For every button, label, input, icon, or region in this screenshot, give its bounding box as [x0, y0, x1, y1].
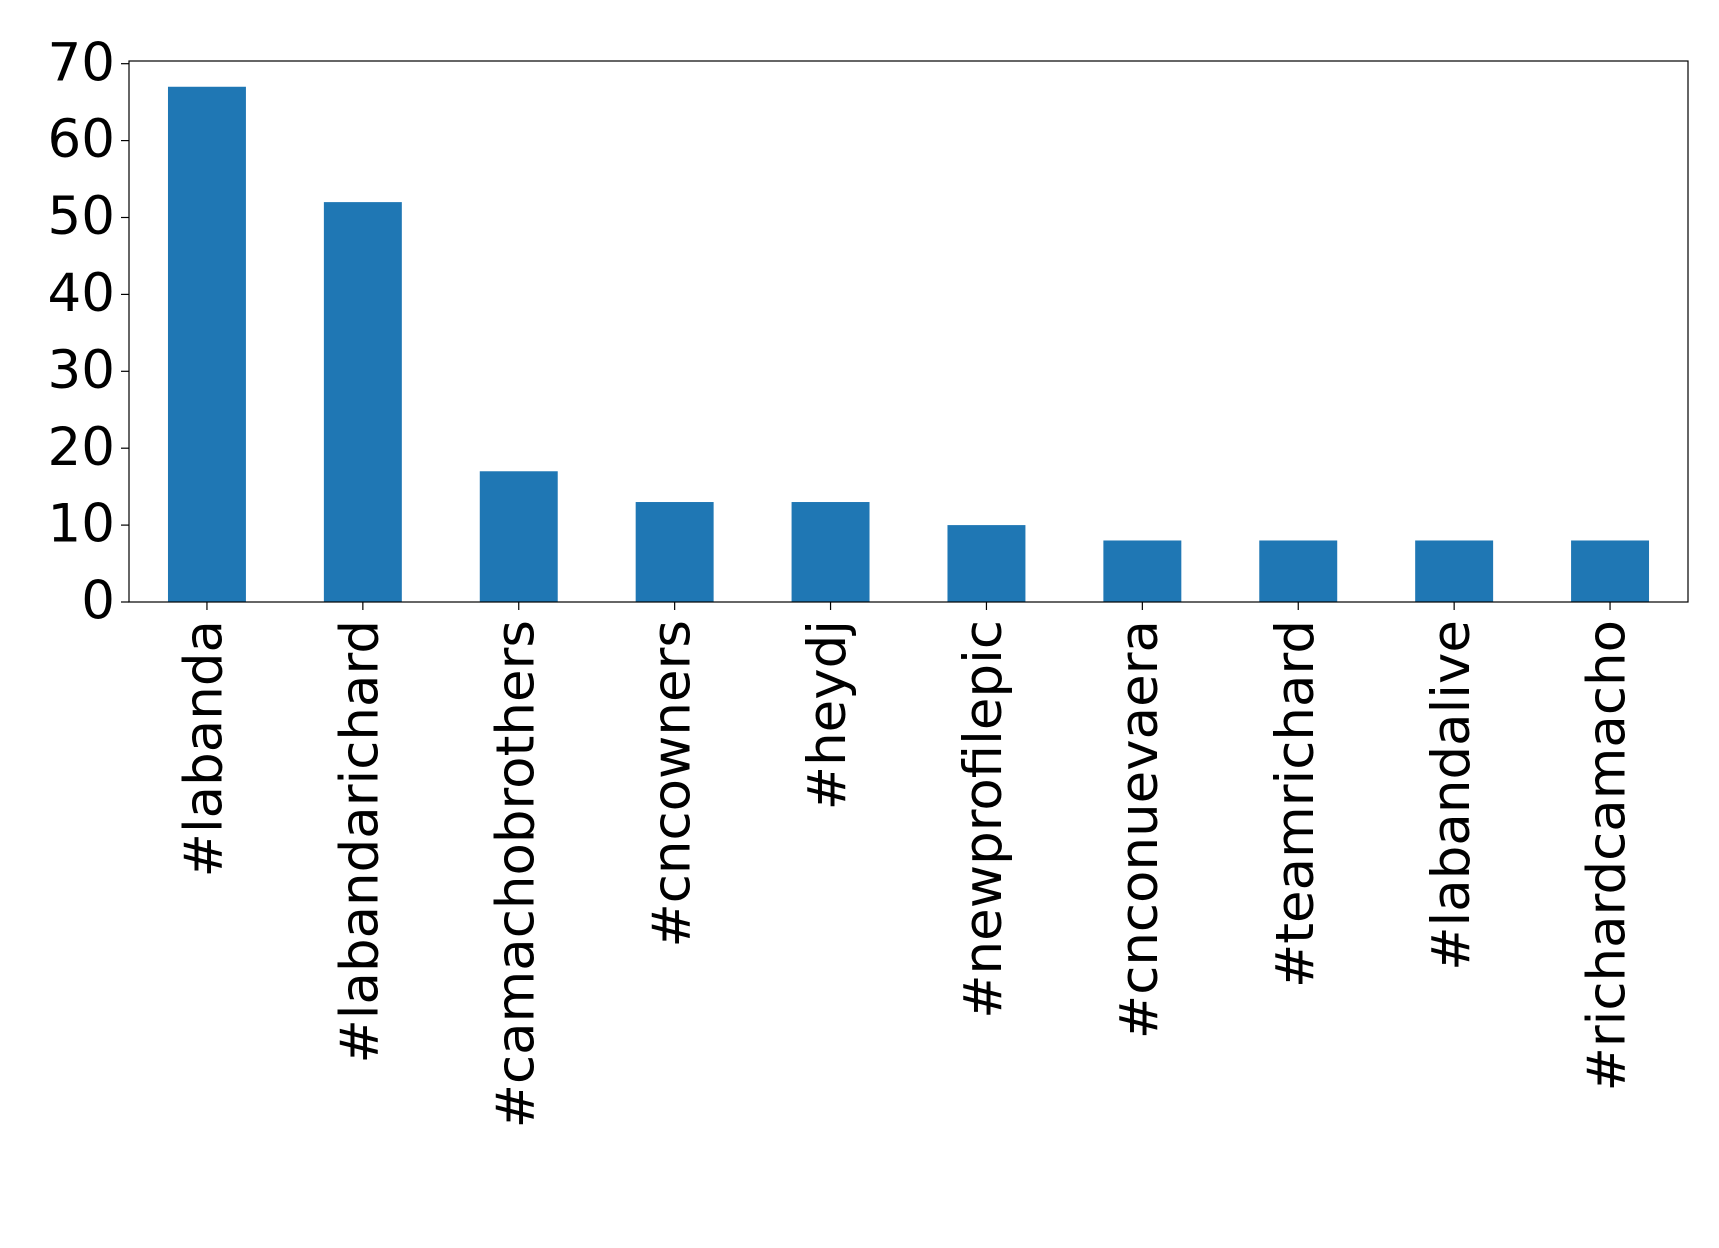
y-tick-label: 50 — [48, 186, 115, 247]
bar — [1259, 540, 1338, 602]
y-tick-label: 40 — [48, 263, 115, 324]
bar — [1415, 540, 1494, 602]
x-tick-label: #newprofilepic — [953, 620, 1014, 1019]
x-tick-label: #cnconuevaera — [1109, 620, 1170, 1039]
bar — [791, 502, 870, 602]
x-tick-label: #teamrichard — [1265, 620, 1326, 988]
y-tick-label: 10 — [48, 494, 115, 555]
bar — [1571, 540, 1650, 602]
y-tick-label: 60 — [48, 109, 115, 170]
y-tick-label: 30 — [48, 340, 115, 401]
bar — [947, 525, 1026, 602]
plot-frame — [128, 60, 1689, 603]
x-tick-label: #heydj — [797, 620, 858, 810]
bar — [479, 471, 558, 602]
y-tick-label: 20 — [48, 417, 115, 478]
bar — [323, 202, 402, 603]
x-tick-label: #labanda — [174, 620, 235, 877]
x-tick-label: #camachobrothers — [485, 620, 546, 1128]
y-tick-label: 0 — [81, 571, 115, 632]
x-tick-label: #labandalive — [1421, 620, 1482, 971]
bar — [635, 502, 714, 602]
x-tick-label: #richardcamacho — [1577, 620, 1638, 1092]
x-tick-label: #labandarichard — [329, 620, 390, 1064]
y-tick-label: 70 — [48, 32, 115, 93]
x-tick-label: #cncowners — [641, 620, 702, 948]
bar — [1103, 540, 1182, 602]
bar — [167, 86, 246, 602]
